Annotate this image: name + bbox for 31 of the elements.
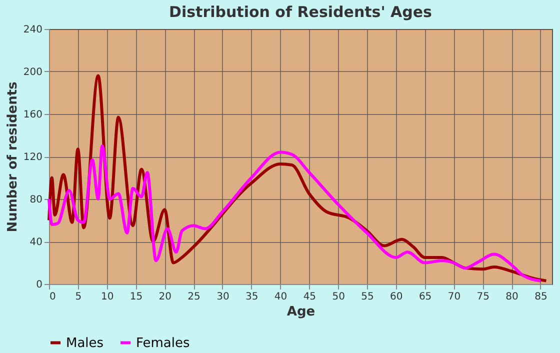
x-tick-label: 20 <box>158 292 172 302</box>
x-tick-label: 40 <box>274 292 288 302</box>
y-tick-label: 120 <box>23 152 42 163</box>
x-tick-label: 65 <box>418 292 432 302</box>
y-tick-label: 240 <box>23 24 42 36</box>
y-tick-label: 80 <box>30 194 42 206</box>
y-tick-label: 200 <box>23 67 42 78</box>
x-tick-label: 10 <box>100 292 114 302</box>
legend-label: Females <box>136 336 190 351</box>
x-tick-label: 85 <box>534 292 548 302</box>
x-tick-label: 5 <box>75 292 82 302</box>
x-tick-label: 0 <box>50 292 56 302</box>
x-tick-label: 55 <box>361 292 374 302</box>
x-tick-label: 60 <box>390 292 403 302</box>
y-tick-label: 40 <box>30 237 42 248</box>
x-tick-label: 80 <box>506 292 518 302</box>
x-tick-label: 15 <box>130 292 143 302</box>
chart-title: Distribution of Residents' Ages <box>169 3 432 21</box>
y-tick-label: 0 <box>36 280 42 290</box>
x-axis-title: Age <box>286 304 316 320</box>
x-tick-label: 30 <box>216 292 230 302</box>
legend-label: Males <box>66 336 104 351</box>
x-tick-label: 75 <box>476 292 490 302</box>
x-tick-label: 25 <box>188 292 200 302</box>
y-tick-label: 160 <box>23 110 42 120</box>
x-tick-label: 45 <box>303 292 316 302</box>
x-tick-label: 50 <box>332 292 345 302</box>
y-axis-title: Number of residents <box>5 81 20 232</box>
x-tick-label: 70 <box>448 292 461 302</box>
x-tick-label: 35 <box>245 292 258 302</box>
line-series <box>48 144 542 282</box>
